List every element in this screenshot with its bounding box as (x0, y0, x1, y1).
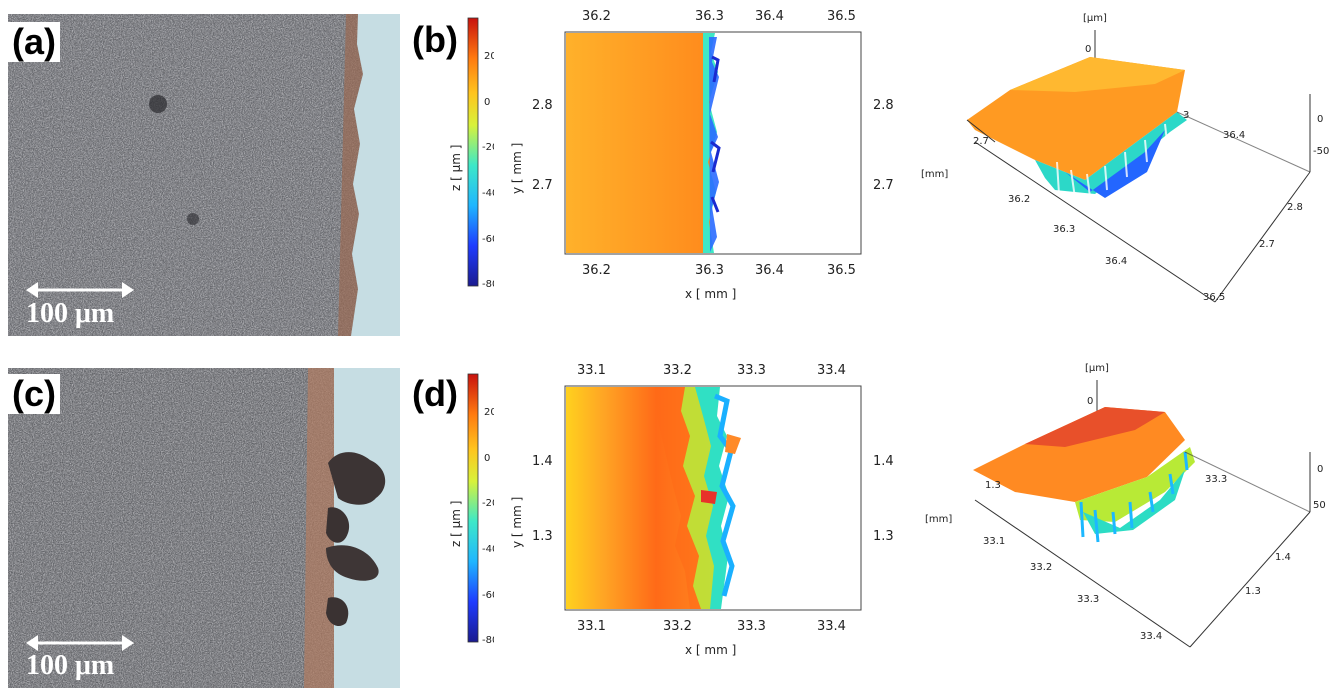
height-map-d: 33.1 33.2 33.3 33.4 1.4 1.3 1.4 1.3 y [ … (510, 363, 894, 657)
map-b-ytick-r0: 2.8 (873, 98, 894, 113)
colorbar-b: z [ μm ] 20 0 -20 -40 -60 -80 (449, 17, 494, 290)
cb-b-tick-3: -40 (482, 188, 494, 199)
map-d-ytick-r1: 1.3 (873, 529, 894, 544)
surface-3d-b: [μm] 0 [mm] 2.7 36.4 3 0 -50 36.2 36.3 3… (921, 13, 1329, 303)
s3d-d-xtick-1: 33.2 (1030, 562, 1052, 573)
map-b-top-tick-1: 36.3 (695, 9, 724, 24)
s3d-b-ztick-0: 0 (1317, 114, 1323, 125)
s3d-d-xyunit: [mm] (925, 514, 952, 525)
panel-label-a: (a) (8, 22, 60, 62)
s3d-d-ztick-top: 0 (1087, 396, 1093, 407)
map-b-ylabel: y [ mm ] (510, 143, 524, 194)
map-d-top-tick-1: 33.2 (663, 363, 692, 378)
panel-label-d: (d) (408, 374, 462, 414)
s3d-d-ytick-1: 1.3 (1245, 586, 1261, 597)
map-d-ylabel: y [ mm ] (510, 497, 524, 548)
panel-label-c: (c) (8, 374, 60, 414)
s3d-b-toptick-0: 2.7 (973, 136, 989, 147)
s3d-b-toptick-1: 36.4 (1223, 130, 1245, 141)
cb-d-tick-3: -40 (482, 544, 494, 555)
map-b-top-tick-2: 36.4 (755, 9, 784, 24)
map-b-xlabel: x [ mm ] (685, 287, 736, 301)
s3d-b-xtick-2: 36.4 (1105, 256, 1127, 267)
map-d-xtick-3: 33.4 (817, 619, 846, 634)
map-b-top-tick-3: 36.5 (827, 9, 856, 24)
cb-d-tick-4: -60 (482, 590, 494, 601)
scale-arrow-a (26, 279, 134, 301)
height-map-b: 36.2 36.3 36.4 36.5 2.8 2.7 2.8 2.7 y [ … (510, 9, 894, 301)
s3d-d-xtick-2: 33.3 (1077, 594, 1099, 605)
colorbar-d-title: z [ μm ] (449, 501, 463, 547)
s3d-b-ztick-top: 0 (1085, 44, 1091, 55)
s3d-b-zunit: [μm] (1083, 13, 1107, 24)
colorbar-b-title: z [ μm ] (449, 145, 463, 191)
s3d-d-toptick-0: 1.3 (985, 480, 1001, 491)
surface-3d-d: [μm] 0 [mm] 1.3 33.3 0 50 33.1 33.2 33.3… (925, 363, 1326, 648)
s3d-b-xyunit: [mm] (921, 169, 948, 180)
scale-arrow-c (26, 632, 134, 654)
map-d-top-tick-3: 33.4 (817, 363, 846, 378)
s3d-d-ytick-0: 1.4 (1275, 552, 1291, 563)
s3d-b-ytick-0: 2.8 (1287, 202, 1303, 213)
micrograph-c (8, 368, 400, 688)
s3d-d-toptick-1: 33.3 (1205, 474, 1227, 485)
map-d-ytick-0: 1.4 (532, 454, 553, 469)
map-b-ytick-r1: 2.7 (873, 178, 894, 193)
scalebar-label-c: 100 μm (26, 650, 115, 681)
cb-d-tick-5: -80 (482, 635, 494, 646)
colorbar-d: z [ μm ] 20 0 -20 -40 -60 -80 (449, 373, 494, 646)
map-b-xtick-1: 36.3 (695, 263, 724, 278)
map-d-xtick-0: 33.1 (577, 619, 606, 634)
s3d-d-ztick-0: 0 (1317, 464, 1323, 475)
s3d-b-xtick-3: 36.5 (1203, 292, 1225, 303)
cb-b-tick-0: 20 (484, 51, 494, 62)
map-b-xtick-2: 36.4 (755, 263, 784, 278)
map-d-ytick-r0: 1.4 (873, 454, 894, 469)
s3d-b-xtick-1: 36.3 (1053, 224, 1075, 235)
map-d-top-tick-2: 33.3 (737, 363, 766, 378)
cb-b-tick-4: -60 (482, 234, 494, 245)
s3d-b-xtick-0: 36.2 (1008, 194, 1030, 205)
cb-d-tick-2: -20 (482, 498, 494, 509)
cb-b-tick-5: -80 (482, 279, 494, 290)
cb-d-tick-0: 20 (484, 407, 494, 418)
map-d-xtick-1: 33.2 (663, 619, 692, 634)
map-b-xtick-3: 36.5 (827, 263, 856, 278)
s3d-d-zunit: [μm] (1085, 363, 1109, 374)
map-d-top-tick-0: 33.1 (577, 363, 606, 378)
micrograph-a (8, 14, 400, 336)
s3d-d-ztick-1: 50 (1313, 500, 1326, 511)
s3d-d-xtick-0: 33.1 (983, 536, 1005, 547)
s3d-b-ztick-1: -50 (1313, 146, 1329, 157)
cb-d-tick-1: 0 (484, 453, 490, 464)
panel-label-b: (b) (408, 20, 462, 60)
cb-b-tick-2: -20 (482, 142, 494, 153)
map-b-top-tick-0: 36.2 (582, 9, 611, 24)
s3d-b-toptick-2: 3 (1183, 110, 1189, 121)
map-d-xlabel: x [ mm ] (685, 643, 736, 657)
s3d-b-ytick-1: 2.7 (1259, 239, 1275, 250)
map-b-xtick-0: 36.2 (582, 263, 611, 278)
map-b-ytick-0: 2.8 (532, 98, 553, 113)
map-d-xtick-2: 33.3 (737, 619, 766, 634)
scalebar-label-a: 100 μm (26, 298, 115, 329)
map-d-ytick-1: 1.3 (532, 529, 553, 544)
s3d-d-xtick-3: 33.4 (1140, 631, 1162, 642)
map-b-ytick-1: 2.7 (532, 178, 553, 193)
cb-b-tick-1: 0 (484, 97, 490, 108)
